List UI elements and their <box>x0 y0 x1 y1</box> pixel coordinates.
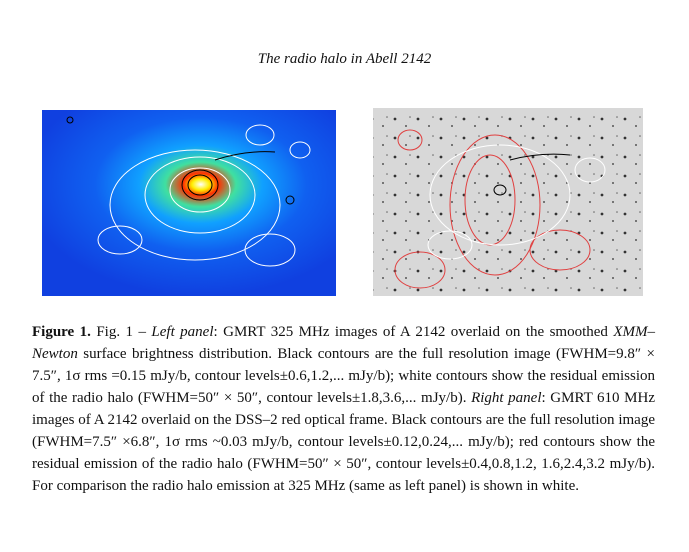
caption-emphasis: Left panel <box>151 324 214 340</box>
caption-label: Figure 1. <box>32 324 91 340</box>
caption-emphasis: XMM–Newton <box>32 324 656 362</box>
caption-text: Fig. 1 – <box>90 324 152 340</box>
caption-text: : GMRT 325 MHz images of A 2142 overlaid… <box>213 324 614 340</box>
figure-title: The radio halo in Abell 2142 <box>257 51 432 67</box>
caption-text: surface brightness distribution. Black c… <box>32 346 655 406</box>
figure-caption: Figure 1. Fig. 1 – Left panel: GMRT 325 … <box>32 321 655 497</box>
left-panel <box>42 110 336 296</box>
right-panel <box>373 108 643 296</box>
figure-panels <box>42 108 643 296</box>
caption-emphasis: Right panel <box>471 390 542 406</box>
caption-text: : GMRT 610 MHz images of A 2142 overlaid… <box>32 390 655 494</box>
